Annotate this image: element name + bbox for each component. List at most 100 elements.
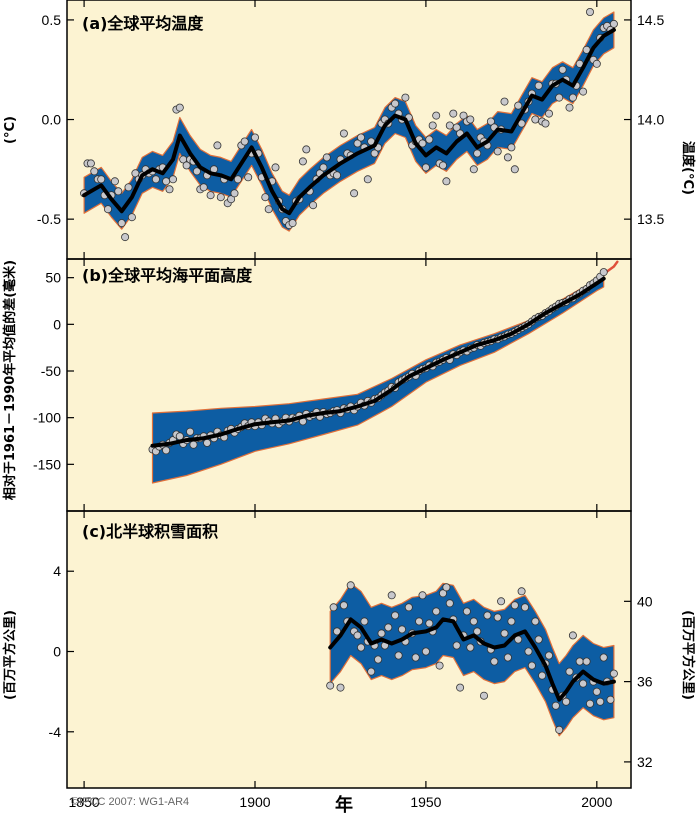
panel-a-data-point [555, 93, 564, 102]
panel-b-uncertainty-band [151, 273, 605, 484]
panel-c-data-point [466, 643, 475, 652]
panel-a-data-point [449, 109, 458, 118]
panel-b-background [67, 259, 631, 511]
panel-a-data-point [250, 133, 259, 142]
panel-a-data-point [391, 99, 400, 108]
panel-a-data-point [227, 195, 236, 204]
panel-c-data-point [367, 667, 376, 676]
panel-c-data-point [493, 613, 502, 622]
panel-a-data-point [206, 191, 215, 200]
panel-c-frame [66, 510, 632, 789]
panel-a-smoothed-curve [82, 27, 616, 216]
panel-a-data-point [264, 205, 273, 214]
panel-a-data-point [503, 153, 512, 162]
panel-a-data-point [534, 81, 543, 90]
panel-a-data-point [510, 165, 519, 174]
panel-c-data-point [503, 653, 512, 662]
panel-c-left-tick-label: -4 [49, 724, 62, 740]
panel-a-data-point [104, 205, 113, 214]
panel-a-data-point [568, 93, 577, 102]
axes: 0.50.0-0.514.514.013.5500-50-100-15040-4… [33, 0, 664, 810]
panel-c-data-point [606, 695, 615, 704]
panel-a-right-ylabel: 温度(°C) [680, 141, 696, 195]
panel-c-data-point [435, 661, 444, 670]
panel-c-data-point [524, 647, 533, 656]
panel-c-right-tick-label: 32 [637, 754, 653, 770]
panel-a-right-tick-label: 13.5 [637, 211, 664, 227]
panel-a-data-point [199, 183, 208, 192]
panel-a-left-tick-label: 0.5 [42, 12, 62, 28]
panel-c-data-point [596, 697, 605, 706]
panel-c-smoothed-curve [328, 617, 616, 702]
panel-c-data-point [479, 691, 488, 700]
panel-c-data-point [582, 657, 591, 666]
panel-c-data-point [421, 647, 430, 656]
panel-c-right-ylabel: (百万平方公里) [680, 610, 696, 700]
panel-b-data-point [599, 268, 608, 277]
panel-c-data-point [568, 631, 577, 640]
panel-c-right-tick-label: 40 [637, 593, 653, 609]
panel-a-left-tick-label: 0.0 [42, 112, 62, 128]
panel-c-data-point [497, 597, 506, 606]
panel-a-data-point [353, 139, 362, 148]
panel-c-data-point [425, 619, 434, 628]
panel-c-data-point [387, 591, 396, 600]
panel-c-data-point [586, 699, 595, 708]
panel-a-data-point [244, 173, 253, 182]
panel-a-data-point [97, 175, 106, 184]
panel-a-data-point [322, 153, 331, 162]
panel-c-data-point [432, 607, 441, 616]
panel-a-data-point [182, 161, 191, 170]
panel-a-data-point [428, 121, 437, 130]
panel-a-data-point [586, 7, 595, 16]
panel-a-data-point [162, 177, 171, 186]
x-axis-label: 年 [335, 794, 353, 816]
shared-ylabel: 相对于1961－1990年平均值的差(毫米) [2, 260, 18, 500]
panel-c-data-point [510, 601, 519, 610]
panel-c-data-point [462, 607, 471, 616]
panel-b-left-tick-label: 0 [53, 316, 61, 332]
panel-a-data-point [86, 159, 95, 168]
panel-a-data-point [466, 115, 475, 124]
panel-a-data-point [452, 123, 461, 132]
panel-b-data-point [189, 440, 198, 449]
panel-c-data-point [346, 581, 355, 590]
panel-c-left-ylabel: (百万平方公里) [2, 610, 18, 700]
panel-a-data-point [192, 167, 201, 176]
panel-a-right-tick-label: 14.0 [637, 112, 664, 128]
panel-a-data-point [425, 135, 434, 144]
panel-a-data-point [90, 167, 99, 176]
panel-a-data-point [319, 163, 328, 172]
panel-a-left-ylabel: (°C) [3, 116, 18, 144]
panel-a-data-point [261, 193, 270, 202]
panel-a-data-point [370, 149, 379, 158]
panel-c-data-point [521, 603, 530, 612]
panel-a-data-point [298, 157, 307, 166]
panel-a-data-point [213, 141, 222, 150]
panel-b-data-point [175, 432, 184, 441]
panel-b-left-tick-label: 50 [45, 270, 61, 286]
panel-a-data-point [421, 163, 430, 172]
panel-c-left-tick-label: 4 [53, 563, 61, 579]
panel-c-data-point [415, 617, 424, 626]
panel-c-data-point [360, 617, 369, 626]
panel-c-data-point [456, 683, 465, 692]
panel-c-plot [326, 581, 618, 737]
panel-a-data-point [240, 137, 249, 146]
panel-c-left-tick-label: 0 [53, 644, 61, 660]
panel-b-left-tick-label: -150 [33, 456, 61, 472]
panel-a-left-tick-label: -0.5 [37, 211, 61, 227]
x-tick-label: 1950 [410, 794, 441, 810]
panel-a-title: (a)全球平均温度 [82, 14, 204, 33]
panel-a-data-point [332, 171, 341, 180]
panel-a-data-point [500, 97, 509, 106]
x-tick-label: 1900 [239, 794, 270, 810]
panel-a-data-point [438, 161, 447, 170]
panel-c-data-point [555, 725, 564, 734]
panel-a-data-point [459, 111, 468, 120]
panel-b-smoothed-curve [150, 276, 606, 448]
panel-c-data-point [609, 669, 618, 678]
panel-c-data-point [356, 643, 365, 652]
panel-b-left-tick-label: -100 [33, 410, 61, 426]
panel-c-data-point [500, 629, 509, 638]
